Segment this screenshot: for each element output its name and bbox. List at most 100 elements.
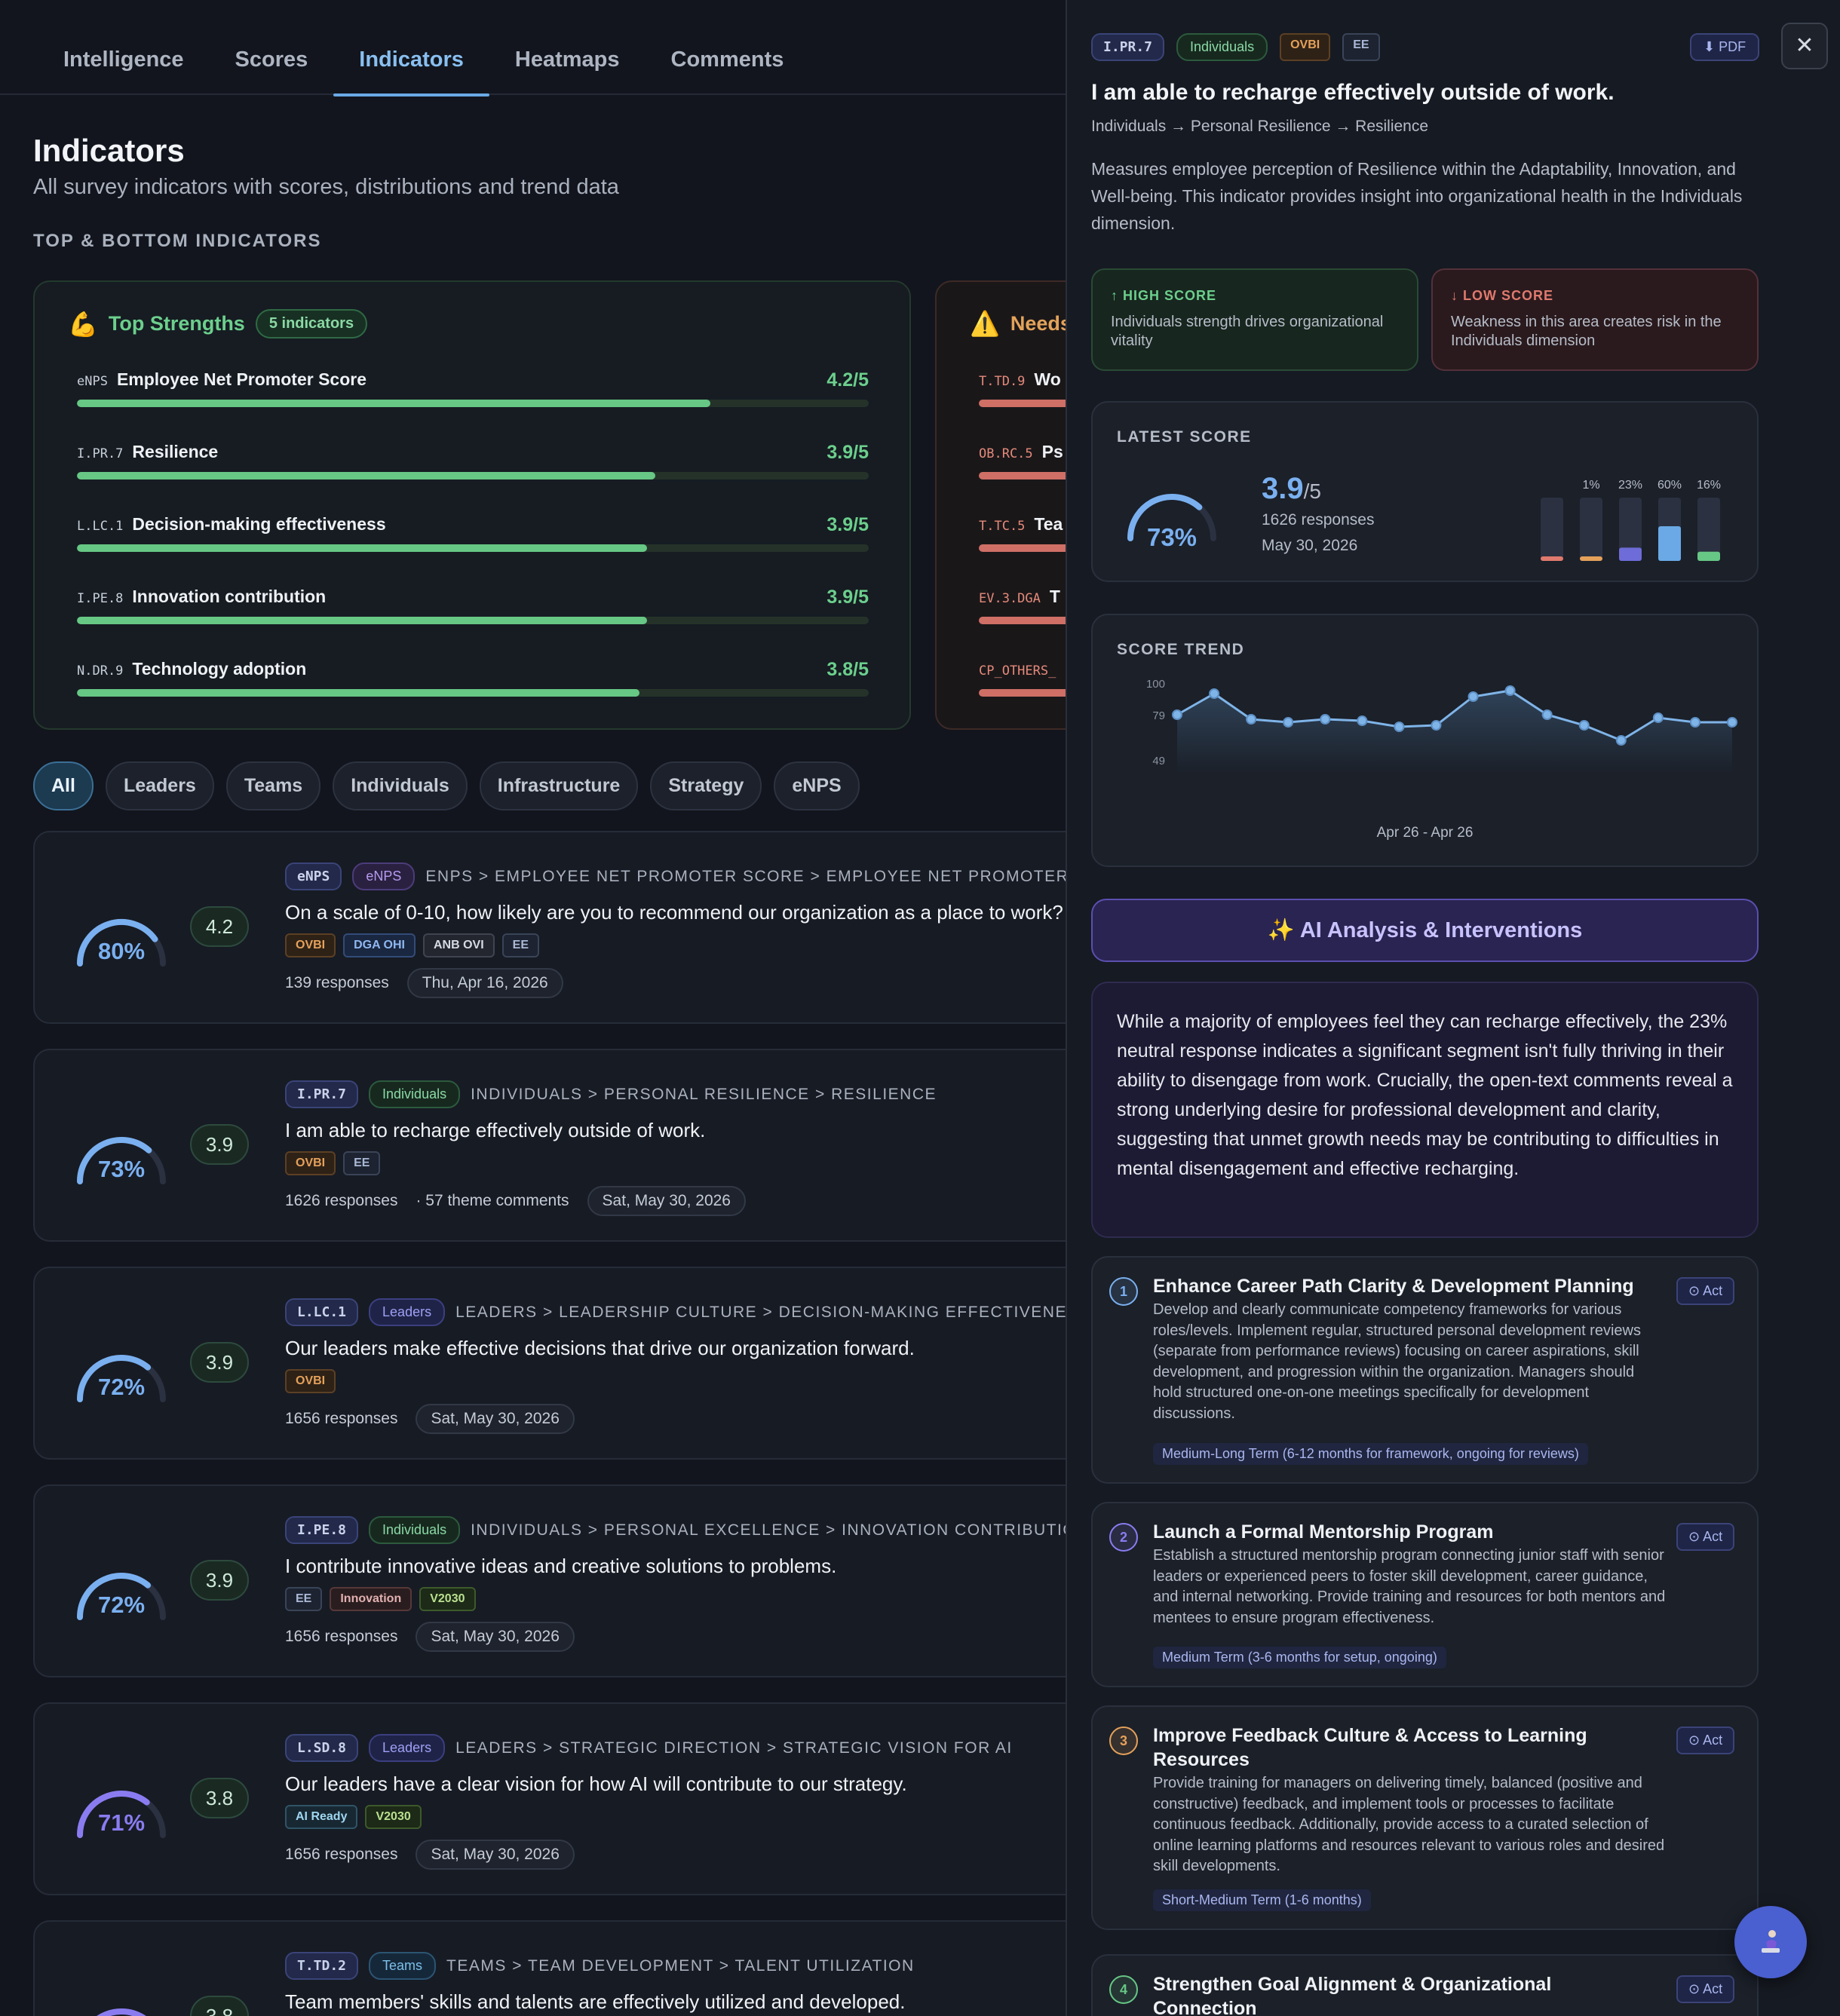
- strength-row[interactable]: eNPS Employee Net Promoter Score 4.2/5: [77, 369, 869, 407]
- indicator-card[interactable]: 3.8 T.TD.2 Teams TEAMS > TEAM DEVELOPMENT >…: [33, 1920, 1104, 2016]
- indicator-percent: 71%: [97, 1809, 146, 1836]
- needs-row[interactable]: T.TD.9 Wo: [979, 369, 1280, 407]
- trend-point: [1246, 714, 1257, 725]
- detail-dimension-tag: Individuals: [1176, 33, 1268, 61]
- detail-title: I am able to recharge effectively outsid…: [1091, 80, 1615, 105]
- strength-name: Employee Net Promoter Score: [116, 369, 367, 389]
- indicator-sub-tag: OVBI: [285, 933, 336, 957]
- recommendation-number: 2: [1109, 1523, 1138, 1552]
- indicator-body: eNPS eNPS ENPS > EMPLOYEE NET PROMOTER SCO…: [285, 862, 1102, 998]
- act-button[interactable]: ⊙ Act: [1676, 1277, 1735, 1305]
- tab-comments[interactable]: Comments: [670, 47, 784, 72]
- indicator-sub-tag: V2030: [365, 1805, 422, 1829]
- strength-value: 3.9/5: [826, 514, 869, 535]
- close-panel-button[interactable]: ✕: [1781, 23, 1828, 69]
- indicator-date: Sat, May 30, 2026: [587, 1186, 746, 1216]
- indicator-code-tag: I.PR.7: [285, 1080, 359, 1108]
- indicator-path: TEAMS > TEAM DEVELOPMENT > TALENT UTILIZ…: [446, 1956, 915, 1975]
- act-button[interactable]: ⊙ Act: [1676, 1975, 1735, 2003]
- tab-heatmaps[interactable]: Heatmaps: [514, 47, 620, 72]
- indicator-sub-tag: EE: [501, 933, 539, 957]
- tab-intelligence[interactable]: Intelligence: [63, 47, 184, 72]
- filter-strategy[interactable]: Strategy: [650, 761, 762, 810]
- trend-date-range: Apr 26 - Apr 26: [1376, 825, 1474, 841]
- distribution-bar: [1658, 526, 1681, 561]
- filter-teams[interactable]: Teams: [225, 761, 321, 810]
- indicator-responses: 139 responses: [285, 974, 389, 991]
- distribution-bar-track: [1619, 498, 1642, 561]
- indicator-responses: 1656 responses: [285, 1628, 398, 1645]
- indicator-card[interactable]: 73% 3.9 I.PR.7 Individuals INDIVIDUALS > PER…: [33, 1049, 1104, 1242]
- strength-bar-track: [77, 400, 869, 407]
- indicator-dimension-tag: Individuals: [369, 1516, 461, 1544]
- indicator-code-tag: L.SD.8: [285, 1734, 359, 1762]
- needs-code: CP_OTHERS_: [979, 663, 1056, 679]
- pdf-download-button[interactable]: ⬇ PDF: [1690, 33, 1760, 61]
- strength-row[interactable]: N.DR.9 Technology adoption 3.8/5: [77, 659, 869, 697]
- indicator-card[interactable]: 71% 3.8 L.SD.8 Leaders LEADERS > STRATEGIC D…: [33, 1702, 1104, 1895]
- indicator-score: 3.9: [190, 1560, 249, 1601]
- indicator-date: Thu, Apr 16, 2026: [406, 968, 563, 998]
- indicator-gauge: [77, 1137, 166, 1184]
- needs-row[interactable]: OB.RC.5 Ps: [979, 442, 1280, 479]
- latest-score-gauge: [1127, 494, 1216, 541]
- strength-row[interactable]: I.PR.7 Resilience 3.9/5: [77, 442, 869, 479]
- indicator-score: 3.9: [190, 1342, 249, 1383]
- tab-scores[interactable]: Scores: [235, 47, 308, 72]
- ai-analysis-text: While a majority of employees feel they …: [1091, 982, 1759, 1238]
- filter-infrastructure[interactable]: Infrastructure: [479, 761, 639, 810]
- trend-point: [1615, 735, 1627, 746]
- recommendation-timeline: Medium-Long Term (6-12 months for framew…: [1153, 1443, 1588, 1465]
- needs-row[interactable]: EV.3.DGA T: [979, 587, 1280, 624]
- latest-responses: 1626 responses: [1262, 511, 1375, 529]
- strength-row[interactable]: L.LC.1 Decision-making effectiveness 3.9/5: [77, 514, 869, 552]
- needs-row[interactable]: T.TC.5 Tea: [979, 514, 1280, 552]
- trend-point: [1652, 712, 1664, 723]
- needs-row[interactable]: CP_OTHERS_: [979, 659, 1280, 697]
- indicator-responses: 1626 responses: [285, 1192, 398, 1209]
- indicator-code-tag: L.LC.1: [285, 1298, 359, 1326]
- indicator-tags: eNPS eNPS ENPS > EMPLOYEE NET PROMOTER SCO…: [285, 862, 1102, 890]
- gauge-arc: [77, 1355, 152, 1402]
- act-button[interactable]: ⊙ Act: [1676, 1523, 1735, 1551]
- indicator-question: Our leaders have a clear vision for how …: [285, 1772, 907, 1795]
- strength-bar-fill: [77, 689, 639, 697]
- filter-leaders[interactable]: Leaders: [105, 761, 214, 810]
- gauge-arc: [97, 2008, 146, 2016]
- strength-row[interactable]: I.PE.8 Innovation contribution 3.9/5: [77, 587, 869, 624]
- indicator-code-tag: eNPS: [285, 862, 342, 890]
- indicator-body: I.PE.8 Individuals INDIVIDUALS > PERSONAL …: [285, 1516, 1099, 1652]
- indicator-body: L.LC.1 Leaders LEADERS > LEADERSHIP CULTUR…: [285, 1298, 1099, 1434]
- recommendation-timeline: Medium Term (3-6 months for setup, ongoi…: [1153, 1647, 1446, 1668]
- recommendation-number: 4: [1109, 1975, 1138, 2004]
- filter-enps[interactable]: eNPS: [774, 761, 860, 810]
- strength-bar-fill: [77, 400, 710, 407]
- tab-indicators[interactable]: Indicators: [333, 0, 489, 97]
- distribution-bar: [1580, 556, 1602, 561]
- filter-individuals[interactable]: Individuals: [333, 761, 468, 810]
- trend-point: [1504, 685, 1516, 696]
- filter-all[interactable]: All: [33, 761, 94, 810]
- indicator-score: 3.8: [190, 1996, 249, 2016]
- strength-bar-track: [77, 472, 869, 479]
- strength-bar-fill: [77, 544, 647, 552]
- indicator-card[interactable]: 72% 3.9 L.LC.1 Leaders LEADERS > LEADERSHIP …: [33, 1267, 1104, 1460]
- distribution-bar: [1697, 551, 1720, 561]
- distribution-label: 60%: [1658, 479, 1682, 492]
- trend-point: [1431, 720, 1442, 731]
- assistant-fab[interactable]: [1734, 1906, 1807, 1978]
- strength-code: I.PR.7: [77, 446, 124, 461]
- distribution-label: 1%: [1582, 479, 1599, 492]
- ai-analysis-button[interactable]: ✨ AI Analysis & Interventions: [1091, 899, 1759, 962]
- indicator-card[interactable]: 80% 4.2 eNPS eNPS ENPS > EMPLOYEE NET PROMOT…: [33, 831, 1104, 1024]
- strength-code: eNPS: [77, 374, 108, 389]
- indicator-dimension-tag: eNPS: [352, 862, 416, 890]
- indicator-card[interactable]: 72% 3.9 I.PE.8 Individuals INDIVIDUALS > PER…: [33, 1484, 1104, 1677]
- page-title: Indicators: [33, 133, 185, 168]
- strength-code: L.LC.1: [77, 519, 124, 534]
- act-button[interactable]: ⊙ Act: [1676, 1726, 1735, 1754]
- gauge-arc: [77, 919, 158, 967]
- trend-point: [1283, 717, 1294, 728]
- indicator-meta: 1656 responses Sat, May 30, 2026: [285, 1622, 1099, 1652]
- strength-bar-fill: [77, 617, 647, 624]
